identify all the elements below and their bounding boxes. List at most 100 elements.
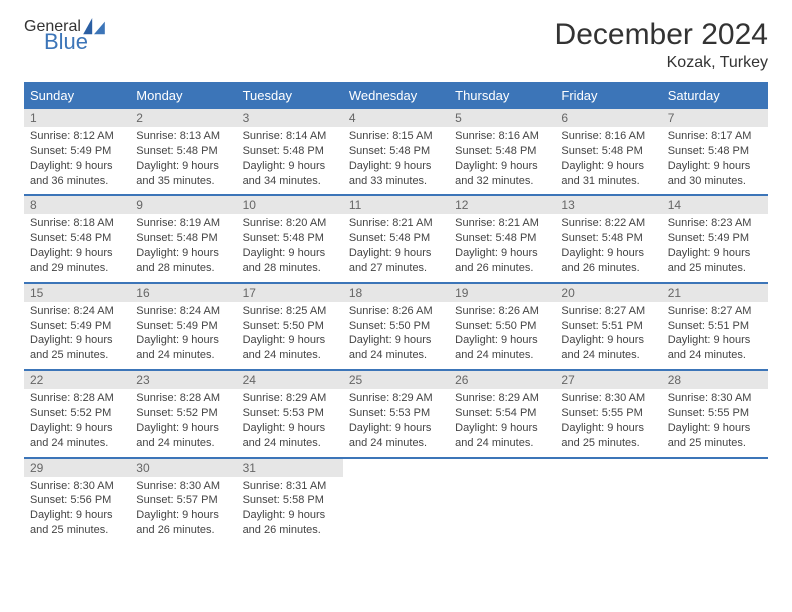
sunset-text: Sunset: 5:55 PM [561,406,655,421]
sunrise-text: Sunrise: 8:22 AM [561,216,655,231]
daylight-text: Daylight: 9 hours [349,421,443,436]
day-number: 26 [449,371,555,389]
weekday-header: Saturday [662,83,768,108]
calendar-cell: 29Sunrise: 8:30 AMSunset: 5:56 PMDayligh… [24,458,130,544]
daylight-text: and 24 minutes. [136,436,230,451]
daylight-text: and 34 minutes. [243,174,337,189]
daylight-text: and 26 minutes. [243,523,337,538]
sunset-text: Sunset: 5:50 PM [243,319,337,334]
day-content: Sunrise: 8:28 AMSunset: 5:52 PMDaylight:… [24,389,130,456]
sunrise-text: Sunrise: 8:13 AM [136,129,230,144]
sunrise-text: Sunrise: 8:26 AM [349,304,443,319]
sunset-text: Sunset: 5:55 PM [668,406,762,421]
daylight-text: Daylight: 9 hours [561,159,655,174]
calendar-cell: 21Sunrise: 8:27 AMSunset: 5:51 PMDayligh… [662,283,768,370]
sunset-text: Sunset: 5:49 PM [668,231,762,246]
day-content: Sunrise: 8:15 AMSunset: 5:48 PMDaylight:… [343,127,449,194]
daylight-text: Daylight: 9 hours [30,333,124,348]
day-content: Sunrise: 8:20 AMSunset: 5:48 PMDaylight:… [237,214,343,281]
calendar-cell: 27Sunrise: 8:30 AMSunset: 5:55 PMDayligh… [555,370,661,457]
sunrise-text: Sunrise: 8:24 AM [136,304,230,319]
day-content: Sunrise: 8:30 AMSunset: 5:55 PMDaylight:… [662,389,768,456]
sunset-text: Sunset: 5:48 PM [668,144,762,159]
sunset-text: Sunset: 5:48 PM [561,231,655,246]
day-content: Sunrise: 8:26 AMSunset: 5:50 PMDaylight:… [449,302,555,369]
daylight-text: and 26 minutes. [561,261,655,276]
daylight-text: Daylight: 9 hours [349,246,443,261]
sunrise-text: Sunrise: 8:15 AM [349,129,443,144]
sunset-text: Sunset: 5:53 PM [243,406,337,421]
daylight-text: and 30 minutes. [668,174,762,189]
sunset-text: Sunset: 5:51 PM [668,319,762,334]
day-number: 27 [555,371,661,389]
title-block: December 2024 Kozak, Turkey [555,18,768,72]
day-number: 17 [237,284,343,302]
day-content: Sunrise: 8:12 AMSunset: 5:49 PMDaylight:… [24,127,130,194]
sunrise-text: Sunrise: 8:29 AM [455,391,549,406]
daylight-text: and 25 minutes. [668,436,762,451]
sunset-text: Sunset: 5:58 PM [243,493,337,508]
daylight-text: Daylight: 9 hours [668,159,762,174]
page-header: General Blue December 2024 Kozak, Turkey [24,18,768,72]
daylight-text: and 24 minutes. [243,348,337,363]
day-content: Sunrise: 8:29 AMSunset: 5:53 PMDaylight:… [343,389,449,456]
calendar-cell: 12Sunrise: 8:21 AMSunset: 5:48 PMDayligh… [449,195,555,282]
calendar-cell: 14Sunrise: 8:23 AMSunset: 5:49 PMDayligh… [662,195,768,282]
sunrise-text: Sunrise: 8:21 AM [349,216,443,231]
day-content: Sunrise: 8:24 AMSunset: 5:49 PMDaylight:… [24,302,130,369]
sunrise-text: Sunrise: 8:14 AM [243,129,337,144]
calendar-cell: 2Sunrise: 8:13 AMSunset: 5:48 PMDaylight… [130,108,236,195]
day-number: 31 [237,459,343,477]
daylight-text: and 25 minutes. [30,523,124,538]
calendar-cell: 20Sunrise: 8:27 AMSunset: 5:51 PMDayligh… [555,283,661,370]
calendar-cell: 25Sunrise: 8:29 AMSunset: 5:53 PMDayligh… [343,370,449,457]
day-number: 10 [237,196,343,214]
weekday-header-row: Sunday Monday Tuesday Wednesday Thursday… [24,83,768,108]
daylight-text: and 25 minutes. [561,436,655,451]
sunset-text: Sunset: 5:50 PM [349,319,443,334]
calendar-cell: 5Sunrise: 8:16 AMSunset: 5:48 PMDaylight… [449,108,555,195]
daylight-text: and 33 minutes. [349,174,443,189]
calendar-cell: 31Sunrise: 8:31 AMSunset: 5:58 PMDayligh… [237,458,343,544]
day-content: Sunrise: 8:13 AMSunset: 5:48 PMDaylight:… [130,127,236,194]
sunrise-text: Sunrise: 8:28 AM [30,391,124,406]
calendar-cell: 22Sunrise: 8:28 AMSunset: 5:52 PMDayligh… [24,370,130,457]
day-number: 13 [555,196,661,214]
calendar-cell: 13Sunrise: 8:22 AMSunset: 5:48 PMDayligh… [555,195,661,282]
day-number: 30 [130,459,236,477]
sunset-text: Sunset: 5:48 PM [561,144,655,159]
sunrise-text: Sunrise: 8:25 AM [243,304,337,319]
day-number: 23 [130,371,236,389]
sunset-text: Sunset: 5:49 PM [30,319,124,334]
sunset-text: Sunset: 5:51 PM [561,319,655,334]
daylight-text: Daylight: 9 hours [455,246,549,261]
sunrise-text: Sunrise: 8:29 AM [349,391,443,406]
day-content: Sunrise: 8:26 AMSunset: 5:50 PMDaylight:… [343,302,449,369]
daylight-text: Daylight: 9 hours [561,333,655,348]
day-content: Sunrise: 8:27 AMSunset: 5:51 PMDaylight:… [555,302,661,369]
day-content: Sunrise: 8:16 AMSunset: 5:48 PMDaylight:… [449,127,555,194]
calendar-row: 8Sunrise: 8:18 AMSunset: 5:48 PMDaylight… [24,195,768,282]
sunset-text: Sunset: 5:54 PM [455,406,549,421]
daylight-text: Daylight: 9 hours [136,159,230,174]
day-number: 18 [343,284,449,302]
sunrise-text: Sunrise: 8:31 AM [243,479,337,494]
day-number: 22 [24,371,130,389]
calendar-table: Sunday Monday Tuesday Wednesday Thursday… [24,82,768,544]
sunrise-text: Sunrise: 8:26 AM [455,304,549,319]
calendar-cell: 11Sunrise: 8:21 AMSunset: 5:48 PMDayligh… [343,195,449,282]
daylight-text: Daylight: 9 hours [136,421,230,436]
daylight-text: Daylight: 9 hours [30,246,124,261]
sunrise-text: Sunrise: 8:23 AM [668,216,762,231]
daylight-text: and 24 minutes. [349,436,443,451]
daylight-text: Daylight: 9 hours [30,159,124,174]
daylight-text: and 36 minutes. [30,174,124,189]
calendar-cell: 9Sunrise: 8:19 AMSunset: 5:48 PMDaylight… [130,195,236,282]
calendar-cell [449,458,555,544]
daylight-text: and 29 minutes. [30,261,124,276]
sunrise-text: Sunrise: 8:20 AM [243,216,337,231]
calendar-row: 29Sunrise: 8:30 AMSunset: 5:56 PMDayligh… [24,458,768,544]
calendar-cell: 17Sunrise: 8:25 AMSunset: 5:50 PMDayligh… [237,283,343,370]
daylight-text: and 25 minutes. [668,261,762,276]
daylight-text: Daylight: 9 hours [455,333,549,348]
